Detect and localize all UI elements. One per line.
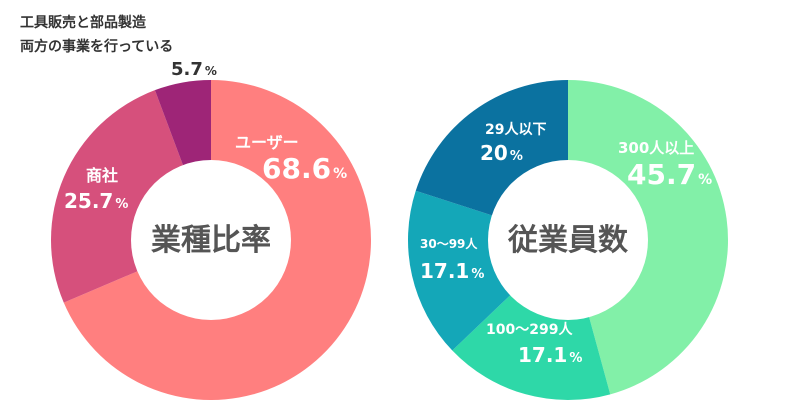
slice-label-both-line1: 工具販売と部品製造 [20, 14, 146, 31]
slice-value-100-299-percent: % [569, 351, 582, 366]
employee-slice-0 [568, 80, 728, 395]
slice-value-trader-number: 25.7 [64, 189, 113, 213]
slice-value-trader-percent: % [115, 197, 128, 212]
slice-value-100-299-number: 17.1 [518, 343, 567, 367]
slice-value-300-plus: 45.7% [627, 158, 712, 191]
slice-value-user-number: 68.6 [262, 152, 331, 185]
employee-donut-hole [488, 160, 648, 320]
slice-value-100-299: 17.1% [518, 343, 582, 367]
slice-value-both-number: 5.7 [171, 59, 203, 80]
slice-value-30-99: 17.1% [420, 259, 484, 283]
slice-value-29-or-less-number: 20 [480, 141, 508, 165]
slice-value-30-99-number: 17.1 [420, 259, 469, 283]
employee-count-center-label: 従業員数 [507, 223, 629, 258]
slice-label-100-299: 100〜299人 [486, 321, 573, 338]
slice-value-29-or-less: 20% [480, 141, 523, 165]
slice-label-300-plus: 300人以上 [618, 139, 694, 157]
slice-value-300-plus-number: 45.7 [627, 158, 696, 191]
slice-label-trader: 商社 [86, 166, 118, 185]
slice-value-user: 68.6% [262, 152, 347, 185]
slice-value-trader: 25.7% [64, 189, 128, 213]
slice-value-29-or-less-percent: % [510, 149, 523, 164]
industry-donut-hole [131, 160, 291, 320]
slice-value-30-99-percent: % [471, 267, 484, 282]
slice-label-30-99: 30〜99人 [420, 236, 478, 251]
slice-label-29-or-less: 29人以下 [485, 121, 546, 138]
slice-label-both-line2: 両方の事業を行っている [20, 38, 173, 55]
industry-ratio-center-label: 業種比率 [151, 223, 271, 258]
slice-value-both-percent: % [205, 64, 217, 78]
industry-ratio-chart [51, 80, 371, 400]
slice-value-user-percent: % [333, 166, 347, 182]
slice-value-300-plus-percent: % [698, 172, 712, 188]
employee-count-chart [408, 80, 728, 400]
slice-value-both: 5.7% [171, 59, 217, 80]
slice-label-user: ユーザー [235, 133, 299, 152]
